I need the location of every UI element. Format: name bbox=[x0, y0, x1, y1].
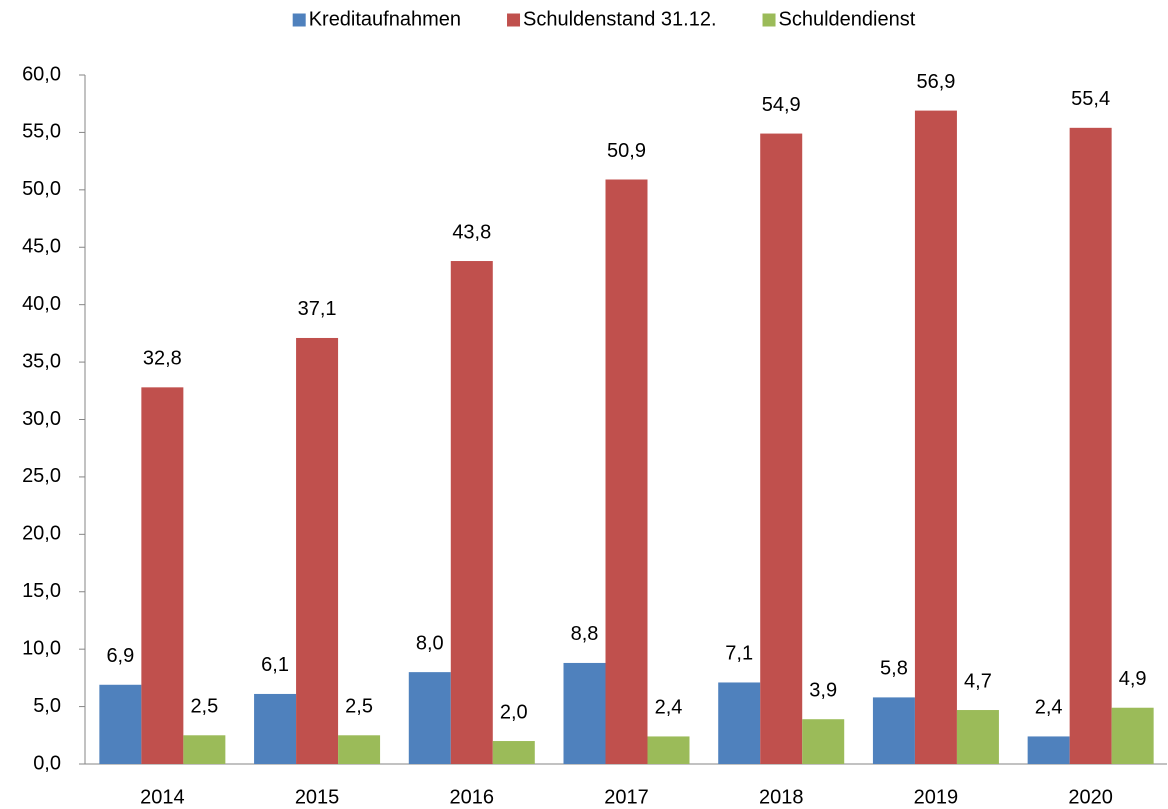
bar bbox=[872, 697, 915, 764]
bar bbox=[141, 387, 184, 764]
legend-swatch bbox=[507, 13, 521, 27]
y-tick-label: 15,0 bbox=[22, 580, 61, 602]
bar bbox=[254, 693, 297, 764]
bar bbox=[183, 735, 226, 764]
value-label: 6,1 bbox=[261, 654, 289, 676]
y-tick-label: 60,0 bbox=[22, 63, 61, 85]
legend-label: Schuldenstand 31.12. bbox=[523, 8, 717, 30]
value-label: 6,9 bbox=[106, 645, 134, 667]
bar bbox=[99, 684, 142, 764]
bar bbox=[492, 741, 535, 764]
bar bbox=[760, 133, 803, 764]
bar bbox=[1069, 127, 1112, 764]
x-tick-label: 2015 bbox=[295, 786, 340, 808]
value-label: 2,4 bbox=[1035, 697, 1063, 719]
value-label: 32,8 bbox=[143, 348, 182, 370]
y-tick-label: 5,0 bbox=[33, 695, 61, 717]
legend-label: Kreditaufnahmen bbox=[309, 8, 461, 30]
y-tick-label: 50,0 bbox=[22, 178, 61, 200]
bar bbox=[647, 736, 690, 764]
legend-swatch bbox=[762, 13, 776, 27]
y-tick-label: 35,0 bbox=[22, 350, 61, 372]
x-tick-label: 2014 bbox=[140, 786, 185, 808]
value-label: 2,0 bbox=[500, 701, 528, 723]
x-tick-label: 2018 bbox=[759, 786, 804, 808]
value-label: 8,0 bbox=[416, 632, 444, 654]
value-label: 2,5 bbox=[345, 696, 373, 718]
bar bbox=[802, 719, 845, 764]
value-label: 43,8 bbox=[452, 221, 491, 243]
bar bbox=[605, 179, 648, 764]
bar bbox=[296, 337, 339, 764]
value-label: 4,9 bbox=[1119, 668, 1147, 690]
y-tick-label: 20,0 bbox=[22, 523, 61, 545]
x-tick-label: 2020 bbox=[1068, 786, 1113, 808]
value-label: 5,8 bbox=[880, 658, 908, 680]
y-tick-label: 45,0 bbox=[22, 236, 61, 258]
y-tick-label: 25,0 bbox=[22, 465, 61, 487]
value-label: 2,5 bbox=[190, 696, 218, 718]
value-label: 56,9 bbox=[916, 71, 955, 93]
value-label: 2,4 bbox=[655, 697, 683, 719]
bar bbox=[956, 710, 999, 764]
legend-label: Schuldendienst bbox=[779, 8, 916, 30]
value-label: 3,9 bbox=[809, 679, 837, 701]
legend-item: Schuldenstand 31.12. bbox=[507, 8, 717, 30]
y-tick-label: 55,0 bbox=[22, 121, 61, 143]
value-label: 55,4 bbox=[1071, 88, 1110, 110]
bar bbox=[718, 682, 761, 764]
bar bbox=[408, 672, 451, 764]
y-tick-label: 40,0 bbox=[22, 293, 61, 315]
y-tick-label: 0,0 bbox=[33, 752, 61, 774]
bar bbox=[450, 261, 493, 764]
y-tick-label: 10,0 bbox=[22, 637, 61, 659]
legend-item: Kreditaufnahmen bbox=[292, 8, 461, 30]
bar bbox=[1111, 707, 1154, 764]
x-tick-label: 2016 bbox=[450, 786, 495, 808]
value-label: 37,1 bbox=[298, 298, 337, 320]
legend-item: Schuldendienst bbox=[762, 8, 916, 30]
value-label: 50,9 bbox=[607, 140, 646, 162]
y-tick-label: 30,0 bbox=[22, 408, 61, 430]
bar bbox=[914, 110, 957, 765]
bar bbox=[338, 735, 381, 764]
value-label: 8,8 bbox=[571, 623, 599, 645]
value-label: 7,1 bbox=[725, 643, 753, 665]
bar bbox=[563, 662, 606, 764]
value-label: 4,7 bbox=[964, 670, 992, 692]
legend-swatch bbox=[292, 13, 306, 27]
bar bbox=[1027, 736, 1070, 764]
x-tick-label: 2017 bbox=[604, 786, 649, 808]
x-tick-label: 2019 bbox=[914, 786, 959, 808]
value-label: 54,9 bbox=[762, 94, 801, 116]
